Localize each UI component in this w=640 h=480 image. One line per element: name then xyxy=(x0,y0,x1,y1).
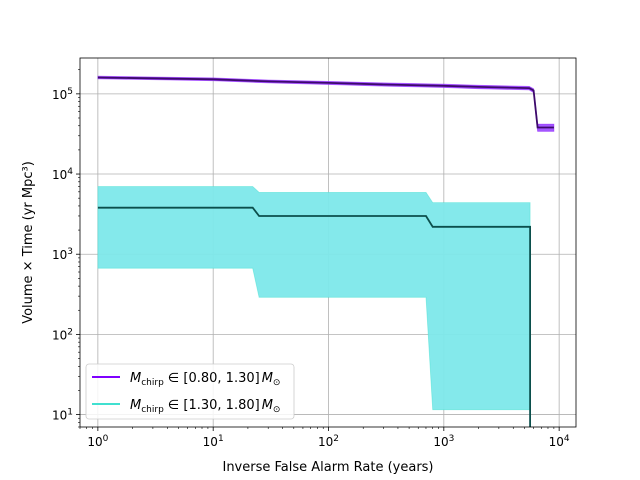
y-axis-label: Volume × Time (yr Mpc³) xyxy=(21,161,36,324)
x-tick-label: 104 xyxy=(549,434,570,449)
x-tick-label-exp: 3 xyxy=(449,434,455,444)
line-series-1 xyxy=(97,76,554,129)
legend: Mchirp ∈ [0.80, 1.30] M⊙Mchirp ∈ [1.30, 1… xyxy=(85,363,295,420)
x-tick-label-base: 10 xyxy=(549,435,564,449)
band-series-1 xyxy=(97,75,555,132)
legend-prefix: M xyxy=(130,398,141,413)
y-tick-label-exp: 1 xyxy=(67,408,73,418)
legend-range: ∈ [0.80, 1.30] xyxy=(164,371,260,386)
legend-sub: chirp xyxy=(141,378,164,388)
x-tick-label: 100 xyxy=(87,434,108,449)
series-lines xyxy=(97,76,554,427)
legend-unit: M xyxy=(262,398,273,413)
x-tick-label-exp: 1 xyxy=(218,434,224,444)
x-tick-label-base: 10 xyxy=(318,435,333,449)
y-tick-label-exp: 3 xyxy=(67,247,73,257)
plot-frame xyxy=(79,57,577,428)
legend-unit: M xyxy=(262,371,273,386)
x-tick-label-exp: 2 xyxy=(333,434,339,444)
x-tick-label-base: 10 xyxy=(433,435,448,449)
y-tick-label-exp: 2 xyxy=(67,327,73,337)
y-tick-label-exp: 5 xyxy=(67,87,73,97)
legend-box xyxy=(85,363,295,420)
legend-range: ∈ [1.30, 1.80] xyxy=(164,398,260,413)
x-tick-label-exp: 0 xyxy=(103,434,109,444)
y-tick-label: 101 xyxy=(52,408,73,423)
x-tick-label-exp: 4 xyxy=(564,434,570,444)
legend-sub: chirp xyxy=(141,405,164,415)
y-tick-label-exp: 4 xyxy=(67,167,73,177)
legend-label-1: Mchirp ∈ [0.80, 1.30] M⊙ xyxy=(130,371,280,388)
line-series-2 xyxy=(97,206,531,427)
y-tick-label-base: 10 xyxy=(52,248,67,262)
y-tick-label: 102 xyxy=(52,327,73,342)
x-tick-label-base: 10 xyxy=(87,435,102,449)
x-tick-label: 101 xyxy=(203,434,224,449)
legend-unit-sub: ⊙ xyxy=(273,378,281,388)
y-tick-label: 103 xyxy=(52,247,73,262)
y-tick-label-base: 10 xyxy=(52,328,67,342)
y-tick-label-base: 10 xyxy=(52,168,67,182)
y-tick-label: 104 xyxy=(52,167,73,182)
legend-unit-sub: ⊙ xyxy=(273,405,281,415)
x-tick-label: 103 xyxy=(433,434,454,449)
legend-label-2: Mchirp ∈ [1.30, 1.80] M⊙ xyxy=(130,398,280,415)
x-axis-ticks: 100 101 102 103 104 xyxy=(79,427,570,449)
x-axis-label: Inverse False Alarm Rate (years) xyxy=(222,460,433,475)
y-tick-label: 105 xyxy=(52,87,73,102)
y-tick-label-base: 10 xyxy=(52,409,67,423)
legend-prefix: M xyxy=(130,371,141,386)
y-tick-label-base: 10 xyxy=(52,88,67,102)
x-tick-label: 102 xyxy=(318,434,339,449)
x-tick-label-base: 10 xyxy=(203,435,218,449)
